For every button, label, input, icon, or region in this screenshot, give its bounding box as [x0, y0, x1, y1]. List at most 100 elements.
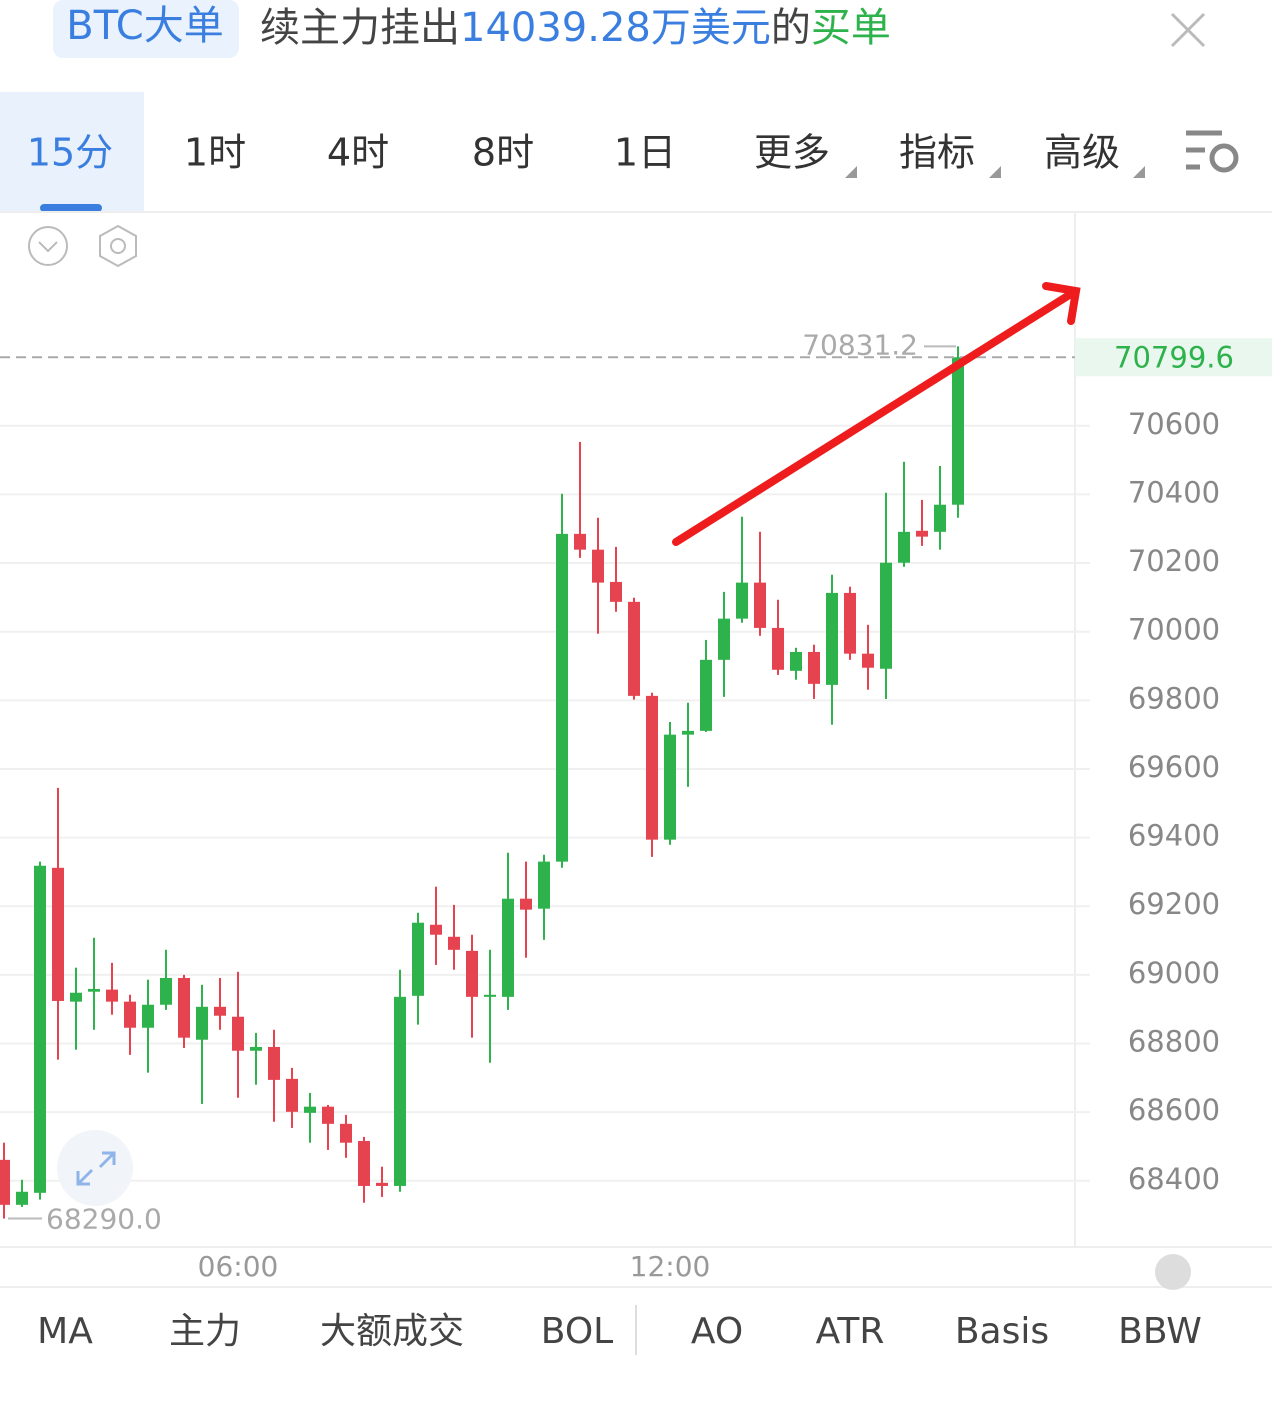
scroll-end-button[interactable] — [1155, 1254, 1191, 1290]
candle-body — [790, 651, 802, 671]
dropdown-markers — [845, 166, 1145, 178]
candle-body — [610, 581, 622, 602]
high-label: 70831.2 — [802, 328, 918, 361]
expand-button[interactable] — [57, 1130, 133, 1206]
candle-body — [106, 989, 118, 1002]
indicator-tab[interactable]: MA — [37, 1311, 93, 1352]
candle-body — [340, 1123, 352, 1143]
candle-body — [430, 924, 442, 935]
x-tick-label: 06:00 — [198, 1250, 279, 1283]
candle-body — [160, 977, 172, 1005]
candle-body — [682, 730, 694, 735]
trend-arrow — [672, 282, 1081, 546]
candle-body — [322, 1106, 334, 1124]
headline-part: 的 — [771, 5, 811, 51]
candle-body — [142, 1004, 154, 1028]
candle-body — [844, 592, 856, 654]
y-tick-label: 69000 — [1128, 956, 1220, 990]
timeframe-tab[interactable]: 1日 — [614, 131, 676, 175]
candle-body — [0, 1159, 10, 1205]
collapse-icon-arrow — [38, 241, 58, 253]
collapse-icon[interactable] — [28, 226, 68, 266]
candle-body — [574, 533, 586, 550]
y-tick-label: 69400 — [1128, 819, 1220, 853]
candle-body — [808, 651, 820, 684]
y-tick-label: 70600 — [1128, 407, 1220, 441]
candle-body — [124, 1001, 136, 1028]
candle-body — [592, 549, 604, 583]
candle-body — [268, 1046, 280, 1080]
candle-body — [484, 994, 496, 997]
indicator-tab[interactable]: BOL — [541, 1311, 613, 1352]
y-tick-label: 70400 — [1128, 475, 1220, 509]
y-tick-label: 68600 — [1128, 1093, 1220, 1127]
candle-body — [826, 592, 838, 685]
candle-body — [394, 996, 406, 1186]
low-label: 68290.0 — [46, 1203, 162, 1236]
candle-body — [178, 977, 190, 1038]
selected-tab-bg — [0, 92, 144, 212]
candle-body — [214, 1006, 226, 1016]
indicator-tab[interactable]: 主力 — [169, 1311, 241, 1352]
candle-body — [502, 898, 514, 997]
candle-body — [250, 1046, 262, 1051]
candle-body — [718, 618, 730, 660]
settings-hex-icon[interactable] — [99, 224, 137, 268]
candle-body — [952, 357, 964, 505]
candle-body — [862, 653, 874, 668]
timeframe-tab[interactable]: 8时 — [472, 131, 534, 175]
candle-body — [70, 992, 82, 1002]
timeframe-tab[interactable]: 15分 — [27, 131, 113, 175]
candle-body — [196, 1006, 208, 1040]
badge — [53, 0, 239, 58]
headline-amount: 14039.28万美元 — [460, 5, 771, 51]
candle-body — [52, 867, 64, 1001]
y-tick-label: 68400 — [1128, 1162, 1220, 1196]
timeframe-tab[interactable]: 更多 — [754, 131, 830, 175]
candle-body — [736, 582, 748, 619]
last-price-box — [1075, 338, 1272, 377]
candle-body — [448, 936, 460, 950]
indicator-tab[interactable]: 大额成交 — [320, 1311, 464, 1352]
timeframe-tab[interactable]: 1时 — [184, 131, 246, 175]
candle-body — [646, 695, 658, 840]
timeframe-tab[interactable]: 指标 — [899, 131, 975, 175]
candle-body — [16, 1191, 28, 1205]
y-tick-label: 70000 — [1128, 613, 1220, 647]
y-tick-label: 69200 — [1128, 887, 1220, 921]
candle-body — [628, 601, 640, 696]
candle-body — [34, 865, 46, 1193]
close-button[interactable] — [1170, 12, 1206, 48]
y-tick-label: 70200 — [1128, 544, 1220, 578]
candle-body — [88, 988, 100, 992]
last-price-label: 70799.6 — [1114, 340, 1234, 374]
indicator-tab[interactable]: ATR — [816, 1311, 885, 1352]
timeframe-tab[interactable]: 高级 — [1044, 131, 1120, 175]
candle-body — [376, 1182, 388, 1186]
headline: 续主力挂出14039.28万美元的买单 — [260, 5, 891, 51]
candle-body — [556, 533, 568, 862]
timeframe-tab[interactable]: 4时 — [327, 131, 389, 175]
y-tick-label: 68800 — [1128, 1025, 1220, 1059]
y-tick-label: 69800 — [1128, 681, 1220, 715]
candle-body — [916, 530, 928, 537]
badge-text: BTC大单 — [66, 3, 223, 49]
y-tick-label: 69600 — [1128, 750, 1220, 784]
candle-body — [304, 1106, 316, 1113]
headline-part: 续主力挂出 — [260, 5, 460, 51]
settings-icon[interactable] — [1186, 130, 1239, 173]
indicator-tab[interactable]: BBW — [1118, 1311, 1202, 1352]
candle-body — [664, 734, 676, 840]
candle-body — [286, 1078, 298, 1112]
candle-body — [772, 627, 784, 670]
headline-side: 买单 — [811, 5, 891, 51]
indicator-tab[interactable]: AO — [691, 1311, 743, 1352]
candle-body — [754, 582, 766, 628]
indicator-tab[interactable]: Basis — [955, 1311, 1049, 1352]
candle-body — [232, 1016, 244, 1051]
candle-body — [520, 898, 532, 910]
candle-body — [880, 562, 892, 669]
candle-body — [898, 531, 910, 563]
candle-body — [466, 950, 478, 997]
